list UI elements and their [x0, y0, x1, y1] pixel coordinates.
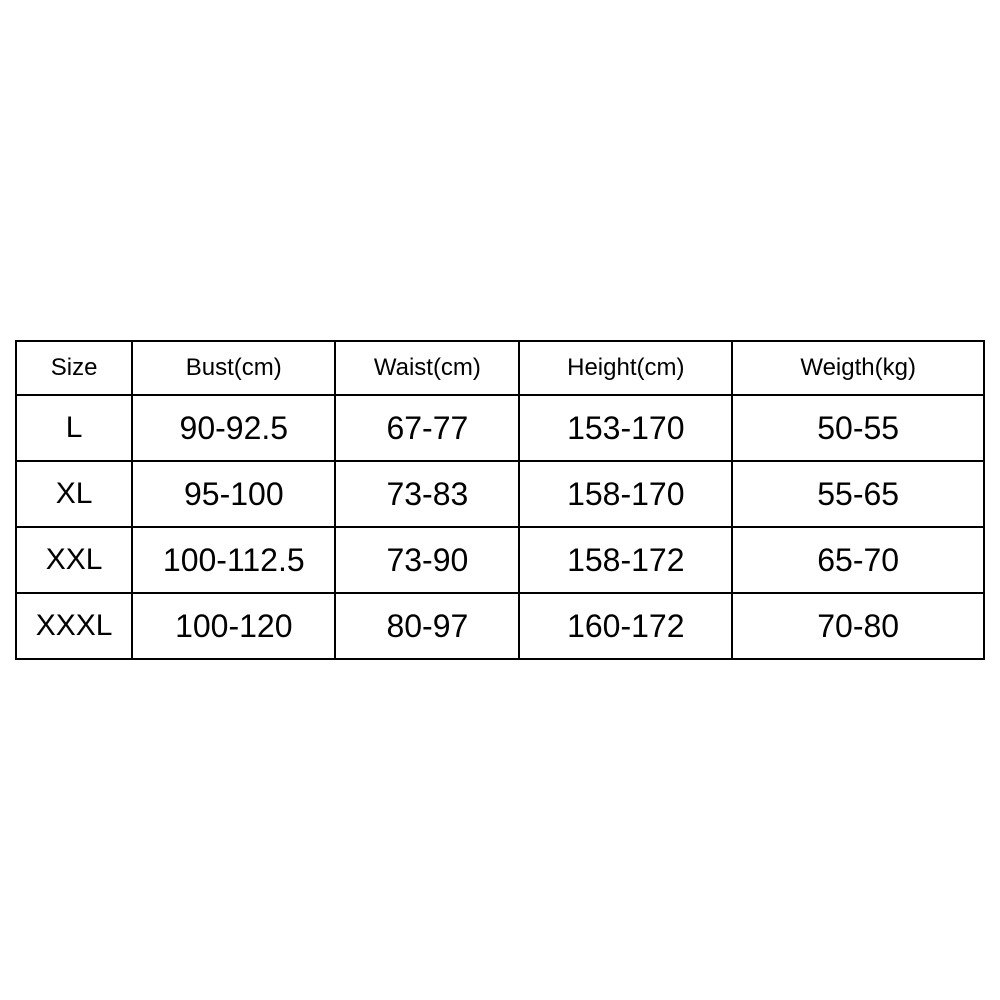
- cell-weight: 65-70: [732, 527, 984, 593]
- table-row: XXL 100-112.5 73-90 158-172 65-70: [16, 527, 984, 593]
- cell-weight: 55-65: [732, 461, 984, 527]
- cell-bust: 100-120: [132, 593, 335, 659]
- header-bust: Bust(cm): [132, 341, 335, 395]
- size-chart-container: Size Bust(cm) Waist(cm) Height(cm) Weigt…: [15, 340, 985, 660]
- cell-weight: 70-80: [732, 593, 984, 659]
- cell-height: 153-170: [519, 395, 732, 461]
- cell-waist: 67-77: [335, 395, 519, 461]
- cell-size: L: [16, 395, 132, 461]
- cell-size: XXXL: [16, 593, 132, 659]
- size-chart-table: Size Bust(cm) Waist(cm) Height(cm) Weigt…: [15, 340, 985, 660]
- header-waist: Waist(cm): [335, 341, 519, 395]
- table-row: XL 95-100 73-83 158-170 55-65: [16, 461, 984, 527]
- header-size: Size: [16, 341, 132, 395]
- table-row: XXXL 100-120 80-97 160-172 70-80: [16, 593, 984, 659]
- cell-height: 160-172: [519, 593, 732, 659]
- cell-waist: 80-97: [335, 593, 519, 659]
- cell-bust: 100-112.5: [132, 527, 335, 593]
- cell-size: XXL: [16, 527, 132, 593]
- cell-height: 158-170: [519, 461, 732, 527]
- cell-waist: 73-90: [335, 527, 519, 593]
- table-row: L 90-92.5 67-77 153-170 50-55: [16, 395, 984, 461]
- cell-bust: 90-92.5: [132, 395, 335, 461]
- header-weight: Weigth(kg): [732, 341, 984, 395]
- header-height: Height(cm): [519, 341, 732, 395]
- cell-waist: 73-83: [335, 461, 519, 527]
- cell-height: 158-172: [519, 527, 732, 593]
- cell-size: XL: [16, 461, 132, 527]
- cell-bust: 95-100: [132, 461, 335, 527]
- header-row: Size Bust(cm) Waist(cm) Height(cm) Weigt…: [16, 341, 984, 395]
- cell-weight: 50-55: [732, 395, 984, 461]
